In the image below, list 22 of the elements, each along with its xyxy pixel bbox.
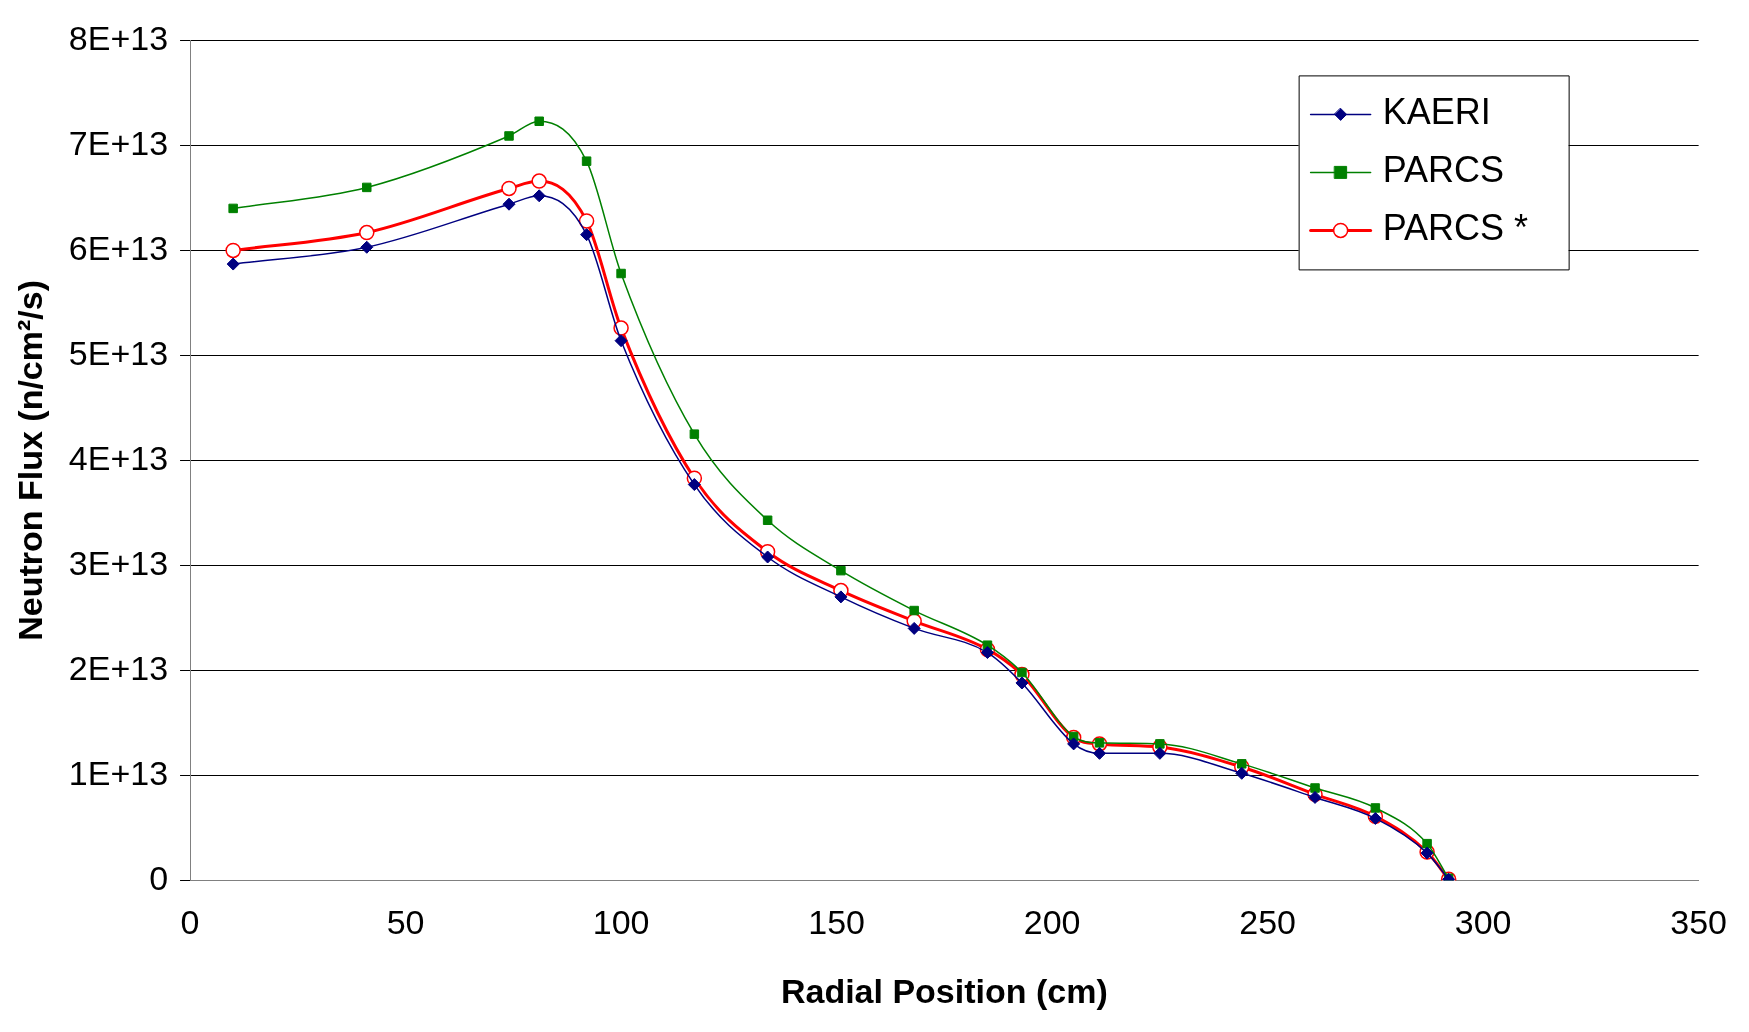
y-tick-label: 5E+13 <box>68 333 169 372</box>
x-tick-label: 350 <box>1670 903 1727 942</box>
x-tick-label: 50 <box>386 903 425 942</box>
x-tick-label: 300 <box>1454 903 1512 942</box>
y-tick-label: 0 <box>149 858 169 897</box>
y-tick-label: 4E+13 <box>68 438 169 477</box>
y-tick-label: 7E+13 <box>68 123 169 162</box>
x-tick-label: 200 <box>1023 903 1081 942</box>
y-tick-label: 1E+13 <box>68 753 169 792</box>
y-tick-label: 3E+13 <box>68 543 169 582</box>
legend-label: KAERI <box>1382 91 1491 133</box>
legend-label: PARCS <box>1382 149 1504 191</box>
x-tick-label: 250 <box>1239 903 1296 942</box>
y-axis-title: Neutron Flux (n/cm²/s) <box>10 280 49 641</box>
y-tick-label: 2E+13 <box>68 648 169 687</box>
x-tick-label: 150 <box>808 903 865 942</box>
x-axis-title: Radial Position (cm) <box>780 971 1108 1010</box>
x-tick-label: 100 <box>592 903 650 942</box>
x-tick-label: 0 <box>180 903 200 942</box>
legend-label: PARCS * <box>1382 207 1529 249</box>
y-tick-label: 6E+13 <box>68 228 169 267</box>
y-tick-label: 8E+13 <box>68 18 169 57</box>
